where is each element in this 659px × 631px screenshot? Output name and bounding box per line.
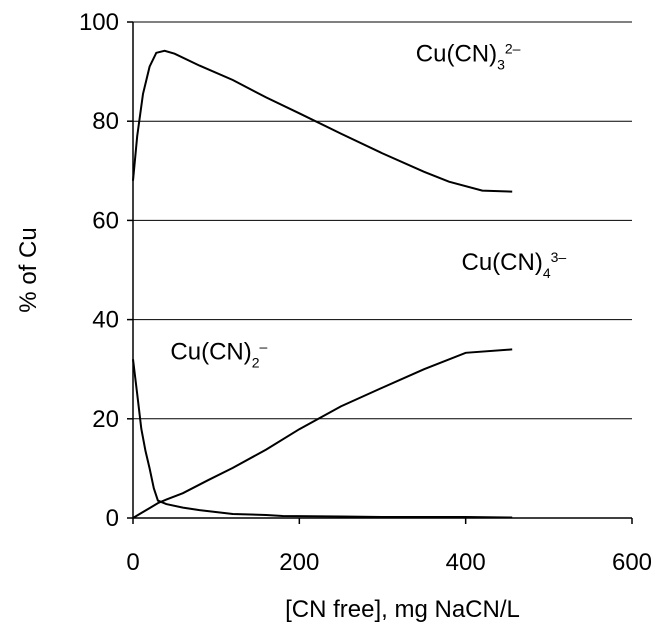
- series-label-base: Cu(CN): [170, 338, 251, 365]
- y-tick-label: 100: [79, 9, 119, 36]
- series-label-superscript: 2–: [505, 41, 521, 57]
- series-label-base: Cu(CN): [416, 41, 497, 68]
- axes: [132, 22, 632, 519]
- ticks: 0 20 40 60 80 100 0 200 400 600: [79, 9, 652, 576]
- series-line-2: [132, 348, 513, 519]
- series-line-3: [132, 359, 513, 519]
- x-tick-label: 400: [446, 549, 486, 576]
- x-tick-label: 600: [612, 549, 652, 576]
- y-tick-label: 0: [106, 505, 119, 532]
- series-label-superscript: –: [260, 338, 268, 354]
- x-tick-label: 0: [126, 549, 139, 576]
- y-tick-label: 40: [92, 307, 119, 334]
- series-label-subscript: 4: [543, 265, 551, 281]
- series-label-base: Cu(CN): [462, 249, 543, 276]
- series-label-2: Cu(CN)43–: [462, 249, 567, 281]
- y-tick-label: 80: [92, 108, 119, 135]
- y-tick-label: 60: [92, 207, 119, 234]
- series-label-subscript: 3: [497, 57, 505, 73]
- y-tick-label: 20: [92, 406, 119, 433]
- y-axis-title: % of Cu: [15, 227, 42, 312]
- x-axis-title: [CN free], mg NaCN/L: [285, 596, 520, 623]
- gridlines: [133, 21, 632, 420]
- series-label-subscript: 2: [252, 354, 260, 370]
- series-labels: Cu(CN)32–Cu(CN)43–Cu(CN)2–: [170, 41, 566, 371]
- series-label-1: Cu(CN)32–: [416, 41, 521, 73]
- series-line-1: [132, 49, 513, 193]
- x-tick-label: 200: [279, 549, 319, 576]
- series-label-superscript: 3–: [551, 249, 567, 265]
- series-lines: [132, 49, 513, 519]
- series-label-3: Cu(CN)2–: [170, 338, 267, 370]
